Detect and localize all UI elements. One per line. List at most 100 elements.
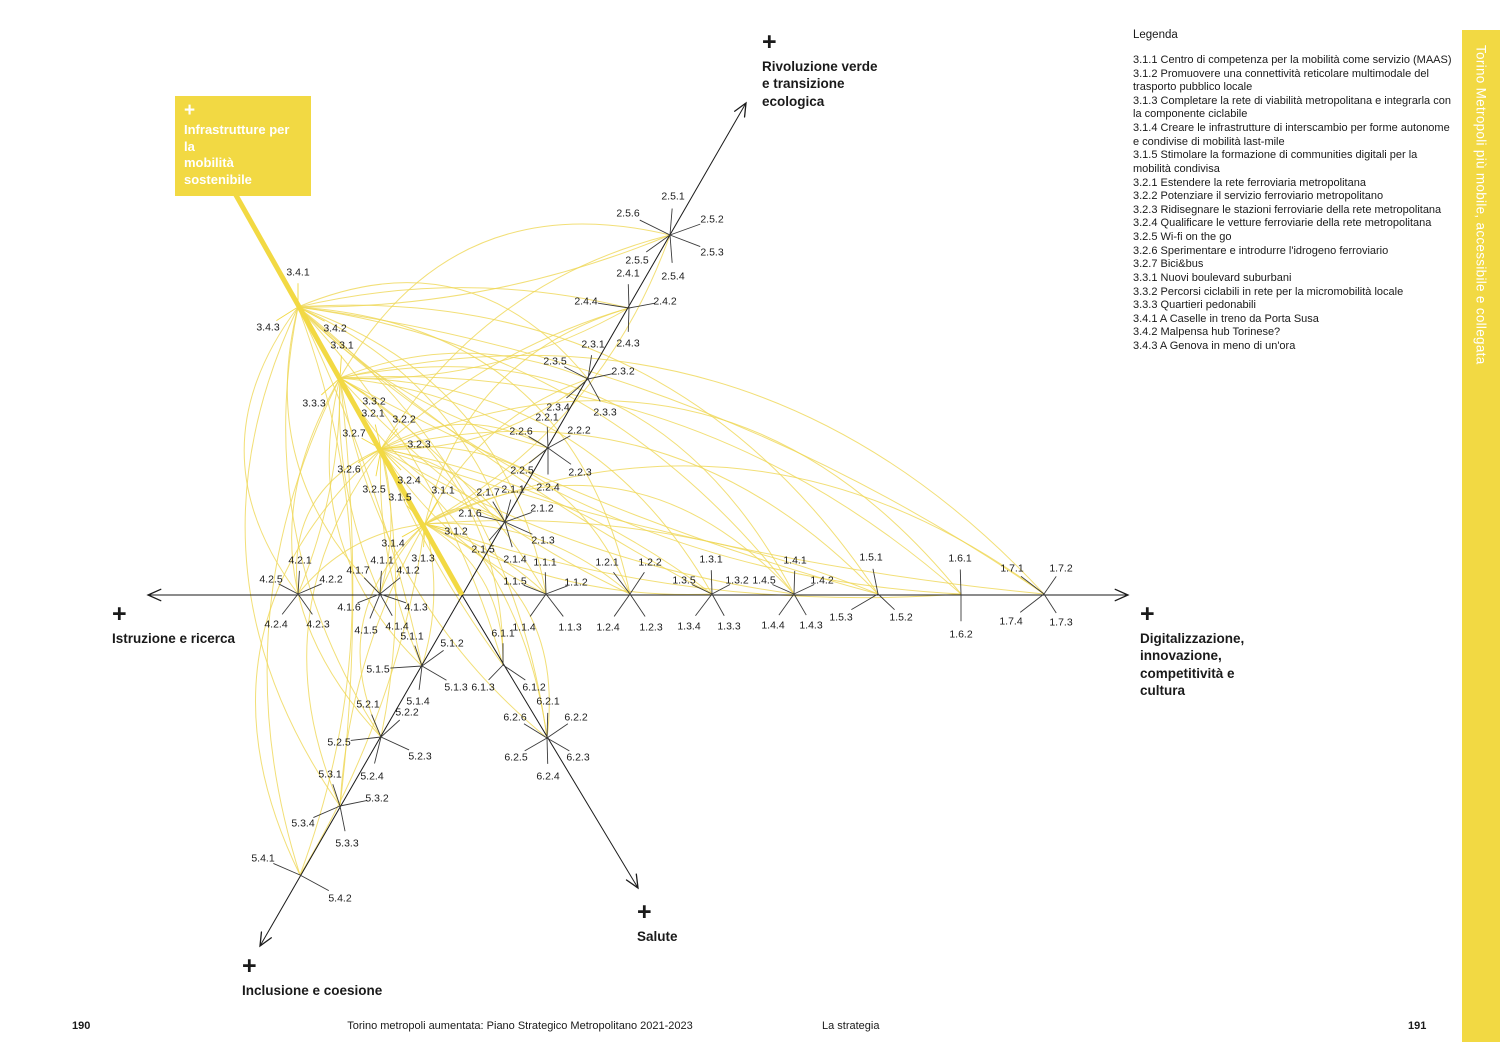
node-tick: [877, 593, 895, 610]
arc-3.4-5.2: [285, 306, 382, 738]
cluster-5.2: 5.2.1 5.2.2 5.2.5 5.2.3 5.2.4: [327, 699, 432, 783]
node-label-3.3.3: 3.3.3: [302, 398, 326, 410]
arrowhead-icon: [146, 588, 162, 602]
node-label-6.1.1: 6.1.1: [491, 628, 515, 640]
node-label-2.5.4: 2.5.4: [661, 271, 685, 283]
node-tick: [528, 447, 549, 464]
node-label-3.1.1: 3.1.1: [431, 485, 455, 497]
node-label-1.1.4: 1.1.4: [512, 622, 536, 634]
cluster-1.1: 1.1.1 1.1.5 1.1.2 1.1.4 1.1.3: [503, 557, 588, 634]
node-tick: [423, 523, 426, 548]
node-tick: [627, 284, 630, 309]
plus-icon: +: [242, 952, 257, 980]
node-tick: [363, 577, 381, 595]
node-label-5.4.2: 5.4.2: [328, 893, 352, 905]
cluster-2.3: 2.3.1 2.3.5 2.3.2 2.3.4 2.3.3: [543, 339, 635, 419]
arc-3.3-2.3: [339, 352, 589, 380]
cluster-2.4: 2.4.1 2.4.4 2.4.2 2.4.3: [574, 268, 677, 350]
legend-item: 3.3.3 Quartieri pedonabili: [1133, 299, 1256, 312]
arc-3.4-5.4: [297, 306, 353, 876]
node-tick: [379, 593, 407, 604]
node-tick: [313, 805, 341, 818]
cluster-1.6: 1.6.1 1.6.2: [948, 553, 973, 641]
axis-label-infrastrutture: + Infrastrutture per la mobilità sostenibi…: [175, 96, 311, 196]
arc-3.4-1.1: [297, 306, 547, 595]
node-tick: [379, 577, 401, 595]
plus-icon: +: [112, 600, 127, 628]
node-label-4.2.3: 4.2.3: [306, 619, 330, 631]
axis-label-salute: + Salute: [637, 900, 678, 945]
arc-3.3-5.1: [328, 377, 423, 667]
node-label-6.1.3: 6.1.3: [471, 682, 495, 694]
arc-3.3-1.6: [339, 376, 962, 595]
legend-item: 3.1.3 Completare la rete di viabilità me…: [1133, 94, 1451, 121]
arc-3.3-2.2: [339, 377, 549, 449]
arc-3.3-1.7: [339, 354, 1045, 595]
arc-3.2-4.1: [379, 448, 392, 595]
cluster-1.4: 1.4.1 1.4.5 1.4.2 1.4.4 1.4.3: [752, 555, 834, 632]
node-tick: [357, 448, 382, 463]
node-label-5.3.3: 5.3.3: [335, 838, 359, 850]
node-label-2.4.2: 2.4.2: [653, 296, 677, 308]
node-tick: [374, 424, 382, 450]
arc-3.2-1.6: [380, 400, 962, 595]
page-footer: 190 Torino metropoli aumentata: Piano St…: [0, 1020, 1500, 1050]
node-tick: [778, 593, 795, 616]
node-label-2.3.5: 2.3.5: [543, 356, 567, 368]
legend-item: 3.3.2 Percorsi ciclabili in rete per la …: [1133, 285, 1404, 298]
node-label-1.5.3: 1.5.3: [829, 612, 853, 624]
node-tick: [297, 593, 313, 615]
node-tick: [523, 584, 547, 595]
node-tick: [421, 665, 447, 681]
node-tick: [546, 737, 549, 764]
node-tick: [273, 863, 301, 876]
legend-item: 3.4.2 Malpensa hub Torinese?: [1133, 326, 1281, 339]
arc-3.2-2.4: [380, 307, 630, 450]
node-tick: [710, 570, 713, 595]
legend-item: 3.2.1 Estendere la rete ferroviaria metr…: [1133, 176, 1366, 189]
node-tick: [379, 570, 382, 595]
node-tick: [332, 784, 341, 807]
node-label-1.4.3: 1.4.3: [799, 620, 823, 632]
node-label-2.5.3: 2.5.3: [700, 247, 724, 259]
arc-3.3-5.4: [266, 377, 341, 876]
node-tick: [793, 570, 796, 595]
node-tick: [566, 378, 589, 399]
cluster-3.1: 3.1.1 3.1.5 3.1.2 3.1.4 3.1.3: [381, 485, 468, 565]
node-label-5.3.2: 5.3.2: [365, 793, 389, 805]
node-tick: [401, 523, 426, 538]
node-label-2.1.4: 2.1.4: [503, 554, 527, 566]
node-tick: [339, 355, 342, 379]
node-label-2.3.3: 2.3.3: [593, 407, 617, 419]
cluster-6.2: 6.2.1 6.2.6 6.2.2 6.2.5 6.2.3 6.2.4: [503, 696, 590, 783]
cluster-2.5: 2.5.1 2.5.6 2.5.2 2.5.3 2.5.5 2.5.4: [616, 191, 724, 283]
node-tick: [547, 435, 571, 449]
node-label-2.3.2: 2.3.2: [611, 366, 635, 378]
node-tick: [628, 302, 656, 309]
node-tick: [546, 712, 549, 739]
node-tick: [371, 714, 382, 738]
node-tick: [851, 593, 879, 611]
cluster-3.4: 3.4.1 3.4.3 3.4.2: [256, 267, 347, 335]
arc-3.3-6.1: [339, 377, 504, 666]
node-tick: [564, 366, 589, 380]
node-tick: [504, 512, 532, 523]
node-label-2.1.1: 2.1.1: [501, 484, 525, 496]
node-tick: [613, 593, 631, 617]
node-label-3.1.5: 3.1.5: [388, 492, 412, 504]
node-label-2.4.3: 2.4.3: [616, 338, 640, 350]
cluster-5.1: 5.1.1 5.1.2 5.1.5 5.1.3 5.1.4: [366, 631, 468, 708]
arrowhead-icon: [1114, 588, 1130, 602]
node-label-1.3.5: 1.3.5: [672, 575, 696, 587]
node-label-5.2.3: 5.2.3: [408, 751, 432, 763]
node-label-1.4.2: 1.4.2: [810, 575, 834, 587]
cluster-5.3: 5.3.1 5.3.2 5.3.4 5.3.3: [291, 769, 389, 850]
arc-3.4-2.5: [297, 234, 671, 308]
node-label-1.4.5: 1.4.5: [752, 575, 776, 587]
node-tick: [546, 426, 549, 449]
node-label-1.4.4: 1.4.4: [761, 620, 785, 632]
arc-3.1-1.2: [424, 522, 631, 595]
node-tick: [545, 593, 564, 617]
arc-3.2-5.1: [379, 448, 423, 667]
node-label-4.1.7: 4.1.7: [346, 565, 370, 577]
